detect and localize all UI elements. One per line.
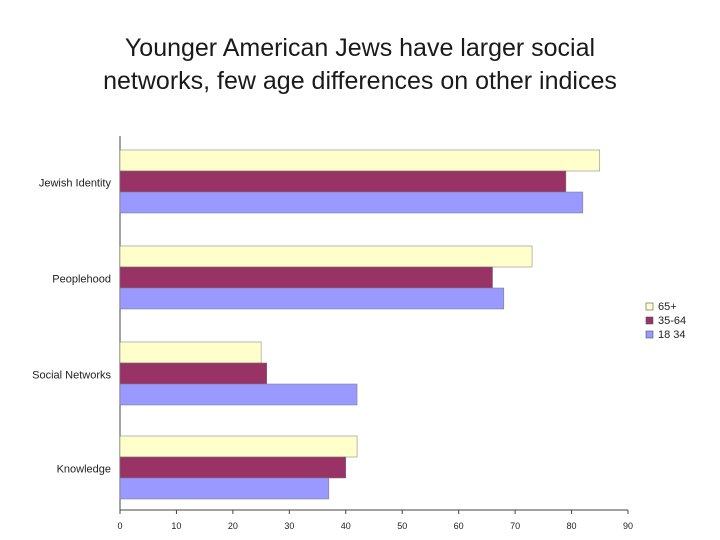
category-label: Knowledge bbox=[57, 464, 111, 476]
x-tick-label: 70 bbox=[510, 521, 520, 531]
category-label: Peoplehood bbox=[52, 274, 111, 286]
x-tick-label: 80 bbox=[567, 521, 577, 531]
bar-65--peoplehood bbox=[119, 245, 533, 268]
bar-35-64-jewish-identity bbox=[119, 170, 567, 193]
x-tick-label: 10 bbox=[171, 521, 181, 531]
bar-65--knowledge bbox=[119, 435, 358, 458]
category-label: Social Networks bbox=[32, 370, 111, 382]
x-tick-label: 40 bbox=[341, 521, 351, 531]
title-line-2: networks, few age differences on other i… bbox=[103, 67, 617, 95]
x-tick-label: 50 bbox=[397, 521, 407, 531]
bar-35-64-knowledge bbox=[119, 456, 347, 479]
bar-65--jewish-identity bbox=[119, 149, 601, 172]
bar-35-64-social-networks bbox=[119, 362, 268, 385]
x-tick-label: 90 bbox=[623, 521, 633, 531]
bar-35-64-peoplehood bbox=[119, 266, 493, 289]
legend-swatch bbox=[645, 330, 654, 339]
bar-18-34-social-networks bbox=[119, 383, 358, 406]
legend-label: 65+ bbox=[658, 301, 677, 313]
legend-label: 18 34 bbox=[658, 329, 686, 341]
legend-swatch bbox=[645, 316, 654, 325]
x-tick-label: 0 bbox=[117, 521, 122, 531]
title-line-1: Younger American Jews have larger social bbox=[124, 34, 596, 62]
bar-18-34-peoplehood bbox=[119, 287, 505, 310]
x-tick-label: 60 bbox=[454, 521, 464, 531]
x-tick-label: 30 bbox=[284, 521, 294, 531]
x-tick-label: 20 bbox=[228, 521, 238, 531]
category-label: Jewish Identity bbox=[39, 178, 112, 190]
slide-title: Younger American Jews have larger social… bbox=[0, 32, 720, 98]
legend-swatch bbox=[645, 302, 654, 311]
legend-label: 35-64 bbox=[658, 315, 686, 327]
bar-18-34-jewish-identity bbox=[119, 191, 584, 214]
bar-65--social-networks bbox=[119, 341, 262, 364]
bar-18-34-knowledge bbox=[119, 477, 330, 500]
